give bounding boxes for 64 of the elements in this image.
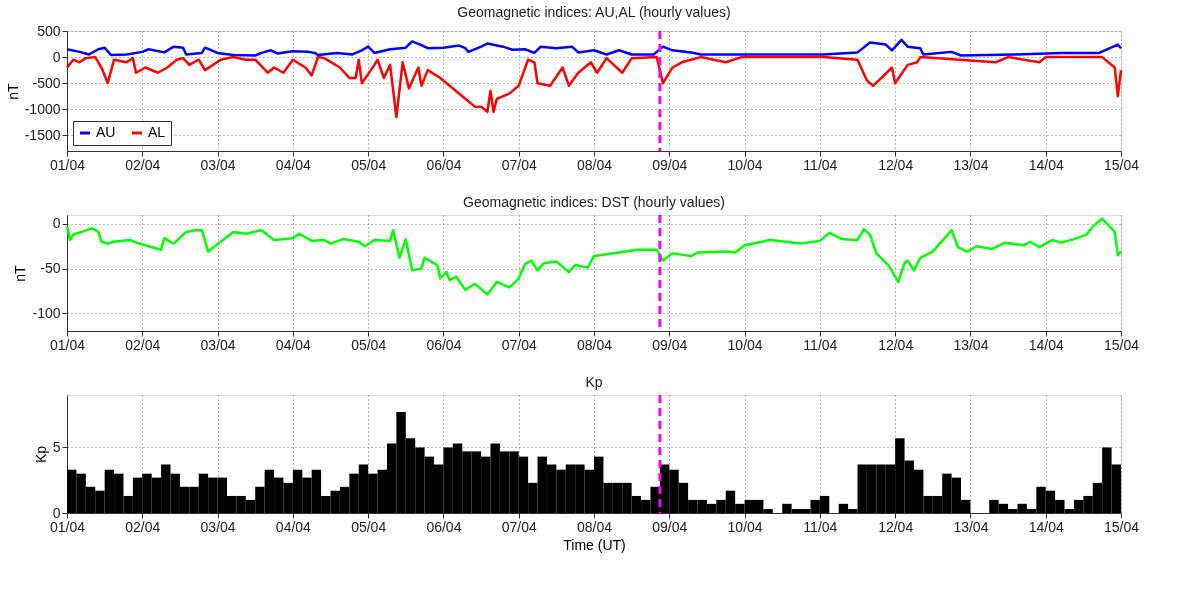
x-tick-label: 07/04 [501, 156, 537, 173]
legend-label: AU [96, 124, 116, 140]
x-tick-label: 12/04 [878, 518, 914, 535]
x-tick-label: 09/04 [652, 336, 688, 353]
x-tick-label: 15/04 [1103, 518, 1140, 535]
x-tick-label: 03/04 [200, 518, 236, 535]
x-tick-label: 02/04 [125, 156, 161, 173]
x-tick-label: 14/04 [1028, 156, 1064, 173]
x-tick-label: 14/04 [1028, 336, 1064, 353]
x-tick-label: 08/04 [576, 518, 613, 535]
x-tick-label: 13/04 [953, 518, 989, 535]
x-tick-label: 06/04 [426, 518, 462, 535]
x-tick-label: 09/04 [652, 156, 688, 173]
x-tick-label: 05/04 [351, 518, 387, 535]
chart-title: Kp [585, 373, 603, 390]
x-tick-label: 03/04 [200, 156, 236, 173]
x-tick-label: 03/04 [200, 336, 236, 353]
x-tick-label: 11/04 [803, 336, 838, 353]
x-tick-label: 10/04 [727, 156, 763, 173]
x-tick-label: 02/04 [125, 336, 161, 353]
y-tick-label: 500 [37, 22, 61, 39]
y-tick-label: 0 [52, 48, 61, 65]
x-tick-label: 04/04 [275, 156, 312, 173]
x-tick-label: 01/04 [49, 156, 86, 173]
chart-title: Geomagnetic indices: AU,AL (hourly values) [457, 4, 731, 20]
x-tick-label: 02/04 [125, 518, 161, 535]
x-tick-label: 15/04 [1103, 336, 1140, 353]
x-tick-label: 07/04 [501, 336, 537, 353]
x-tick-label: 15/04 [1103, 156, 1140, 173]
x-tick-label: 12/04 [878, 156, 914, 173]
y-tick-label: 5 [52, 438, 61, 455]
legend-label: AL [148, 124, 166, 140]
x-tick-label: 05/04 [351, 336, 387, 353]
x-tick-label: 11/04 [803, 156, 838, 173]
x-tick-label: 05/04 [351, 156, 387, 173]
x-tick-label: 13/04 [953, 336, 989, 353]
y-tick-label: 0 [52, 215, 61, 232]
x-tick-label: 01/04 [49, 518, 86, 535]
x-tick-label: 09/04 [652, 518, 688, 535]
x-tick-label: 08/04 [576, 156, 613, 173]
y-axis-title: Kp [32, 445, 49, 464]
x-tick-label: 08/04 [576, 336, 613, 353]
x-tick-label: 06/04 [426, 156, 462, 173]
x-axis-title: Time (UT) [563, 536, 626, 553]
y-axis-title: nT [12, 264, 29, 282]
y-tick-label: -1500 [24, 126, 61, 143]
x-tick-label: 10/04 [727, 518, 763, 535]
x-tick-label: 14/04 [1028, 518, 1064, 535]
x-tick-label: 10/04 [727, 336, 763, 353]
x-tick-label: 06/04 [426, 336, 462, 353]
x-tick-label: 13/04 [953, 156, 989, 173]
x-tick-label: 04/04 [275, 518, 312, 535]
x-tick-label: 01/04 [49, 336, 86, 353]
x-tick-label: 07/04 [501, 518, 537, 535]
chart-title: Geomagnetic indices: DST (hourly values) [463, 193, 725, 210]
x-tick-label: 11/04 [803, 518, 838, 535]
y-tick-label: 0 [52, 504, 61, 521]
x-tick-label: 12/04 [878, 336, 914, 353]
y-axis-title: nT [4, 82, 21, 100]
y-tick-label: -500 [32, 74, 61, 91]
y-tick-label: -50 [40, 260, 61, 277]
y-tick-label: -100 [32, 304, 61, 321]
y-tick-label: -1000 [24, 100, 61, 117]
x-tick-label: 04/04 [275, 336, 312, 353]
